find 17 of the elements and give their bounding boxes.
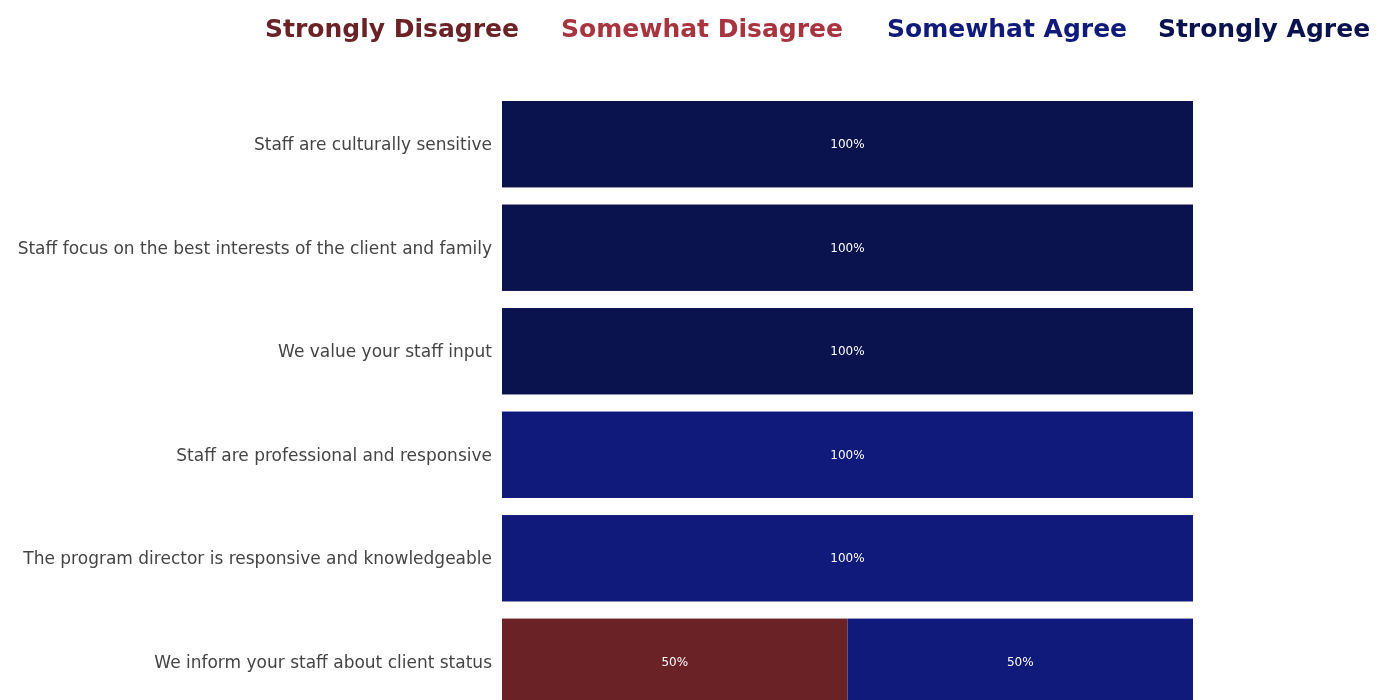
text: Somewhat Agree: [886, 14, 1128, 43]
data-label: 100%: [830, 240, 865, 255]
legend-label: Somewhat Disagree: [561, 14, 843, 43]
y-tick-label: We inform your staff about client status: [154, 651, 493, 672]
y-tick-label: Staff are culturally sensitive: [253, 134, 492, 155]
data-label: 100%: [830, 447, 865, 462]
data-label: 50%: [661, 654, 689, 669]
y-tick-label: Staff focus on the best interests of the client and family: [17, 237, 492, 258]
y-tick-label: We value your staff input: [278, 341, 493, 362]
y-tick-label: Staff are professional and responsive: [176, 444, 492, 465]
text: Strongly Disagree: [265, 14, 519, 43]
data-label: 100%: [830, 551, 865, 566]
data-label: 50%: [1006, 654, 1034, 669]
y-tick-label: The program director is responsive and knowledgeable: [22, 548, 492, 569]
data-label: 100%: [830, 137, 865, 152]
text: Strongly Agree: [1157, 14, 1371, 43]
data-label: 100%: [830, 344, 865, 359]
